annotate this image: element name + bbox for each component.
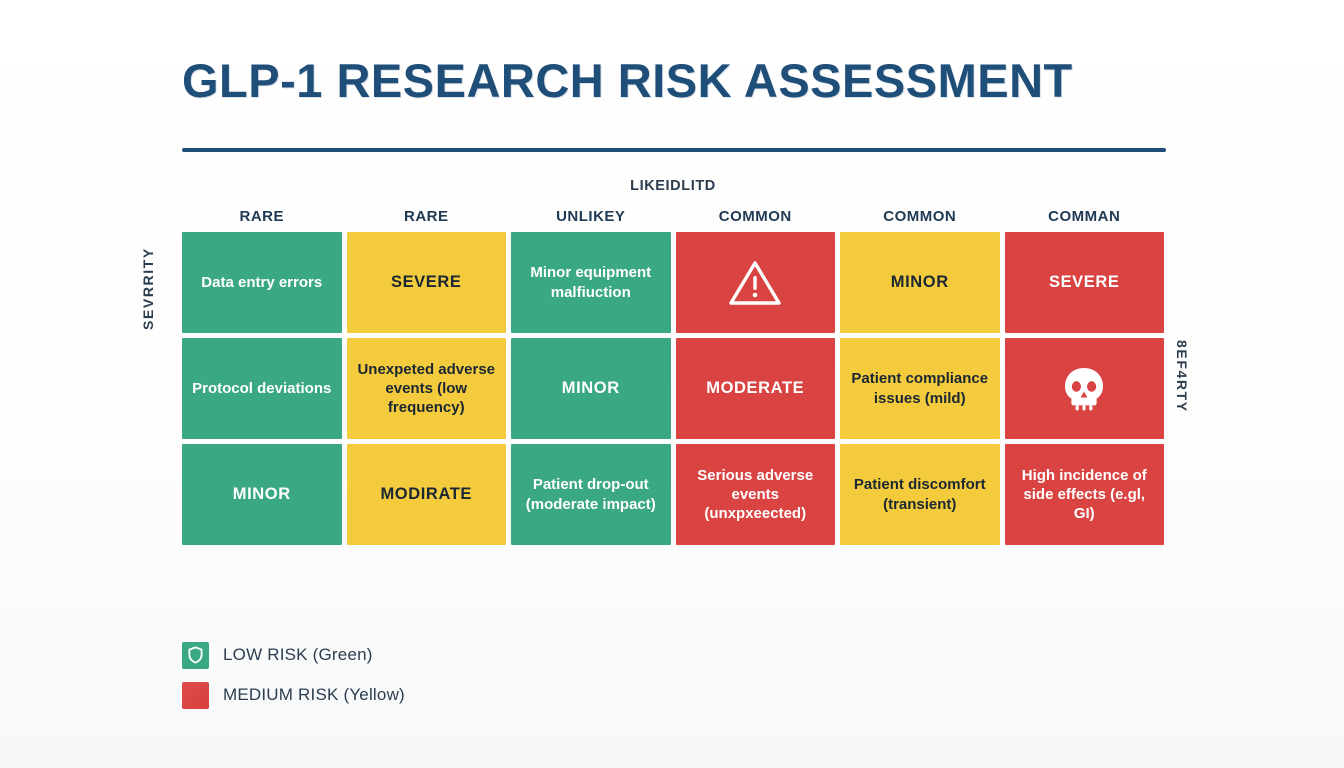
matrix-cell-r2-c2[interactable]: Patient drop-out (moderate impact) (511, 444, 671, 545)
matrix-cell-label: Unexpeted adverse events (low frequency) (357, 360, 496, 417)
matrix-cell-r0-c2[interactable]: Minor equipment malfiuction (511, 232, 671, 333)
matrix-cell-r0-c5[interactable]: SEVERE (1004, 232, 1164, 333)
column-header-1: RARE (403, 208, 449, 225)
matrix-cell-r2-c5[interactable]: High incidence of side effects (e.gl, GI… (1004, 444, 1164, 545)
matrix-cell-r0-c1[interactable]: SEVERE (346, 232, 506, 333)
matrix-cell-label: High incidence of side effects (e.gl, GI… (1021, 466, 1147, 523)
legend: LOW RISK (Green) MEDIUM RISK (Yellow) (182, 638, 405, 718)
matrix-cell-label: Data entry errors (201, 273, 323, 291)
legend-label-low-risk: LOW RISK (Green) (223, 645, 373, 664)
matrix-cell-r1-c0[interactable]: Protocol deviations (182, 338, 342, 439)
column-header-5: COMMAN (1048, 208, 1121, 225)
title-divider (182, 148, 1166, 152)
column-header-3: COMMON (718, 208, 792, 225)
matrix-cell-r1-c5[interactable] (1004, 338, 1164, 439)
matrix-cell-label: MINOR (232, 484, 291, 503)
matrix-cell-label: SEVERE (1048, 272, 1120, 291)
matrix-cell-r1-c4[interactable]: Patient compliance issues (mild) (840, 338, 1000, 439)
skull-icon (1065, 367, 1104, 410)
matrix-cell-label: MODERATE (706, 378, 805, 397)
axis-label-likelihood: LIKEIDLITD (630, 178, 716, 194)
axis-label-severity-right: 8EF4RTY (1174, 340, 1190, 413)
matrix-cell-label: MINOR (890, 272, 949, 291)
matrix-cell-label: MODIRATE (380, 484, 473, 503)
matrix-cell-r0-c4[interactable]: MINOR (840, 232, 1000, 333)
column-header-row: RARE RARE UNLIKEY COMMON COMMON COMMAN (182, 208, 1164, 225)
matrix-cell-label: MINOR (561, 378, 620, 397)
matrix-cell-r1-c3[interactable]: MODERATE (675, 338, 835, 439)
matrix-cell-r2-c3[interactable]: Serious adverse events (unxpxeected) (675, 444, 835, 545)
shield-icon (188, 646, 203, 664)
warning-triangle-icon (729, 260, 781, 305)
risk-matrix: LIKEIDLITD RARE RARE UNLIKEY COMMON COMM… (182, 178, 1164, 545)
matrix-cell-label: Serious adverse events (unxpxeected) (697, 466, 814, 523)
page-title: GLP-1 RESEARCH RISK ASSESSMENT (182, 54, 1073, 107)
matrix-cell-label: Patient discomfort (transient) (853, 476, 986, 513)
legend-swatch-low-risk (182, 641, 209, 669)
matrix-cell-r0-c0[interactable]: Data entry errors (182, 232, 342, 333)
title-block: GLP-1 RESEARCH RISK ASSESSMENT (182, 54, 1166, 107)
axis-label-severity-left: SEVRRITY (140, 247, 156, 330)
matrix-cell-r2-c4[interactable]: Patient discomfort (transient) (840, 444, 1000, 545)
matrix-cell-r2-c1[interactable]: MODIRATE (346, 444, 506, 545)
column-header-0: RARE (239, 208, 284, 225)
matrix-cell-label: Patient compliance issues (mild) (851, 370, 989, 407)
legend-swatch-medium-risk (182, 681, 209, 709)
matrix-grid: Data entry errors SEVERE Minor equipment m… (182, 232, 1164, 545)
matrix-cell-label: Minor equipment malfiuction (530, 264, 652, 301)
legend-item[interactable]: MEDIUM RISK (Yellow) (182, 678, 405, 712)
column-header-2: UNLIKEY (556, 208, 626, 225)
matrix-cell-r2-c0[interactable]: MINOR (182, 444, 342, 545)
matrix-cell-label: SEVERE (390, 272, 462, 291)
column-header-4: COMMON (883, 208, 957, 225)
matrix-cell-r1-c2[interactable]: MINOR (511, 338, 671, 439)
matrix-cell-r0-c3[interactable] (675, 232, 835, 333)
legend-item[interactable]: LOW RISK (Green) (182, 638, 405, 672)
matrix-cell-label: Patient drop-out (moderate impact) (525, 476, 656, 513)
matrix-cell-r1-c1[interactable]: Unexpeted adverse events (low frequency) (346, 338, 506, 439)
matrix-cell-label: Protocol deviations (192, 379, 332, 397)
legend-label-medium-risk: MEDIUM RISK (Yellow) (223, 685, 405, 704)
